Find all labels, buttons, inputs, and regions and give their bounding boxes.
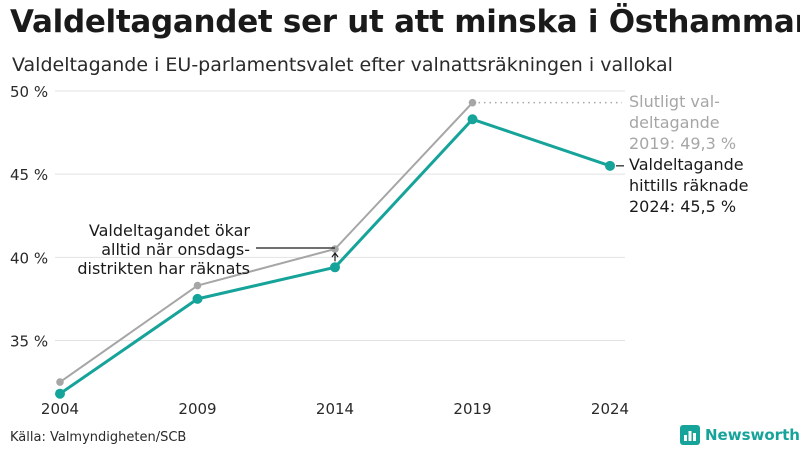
series-line-final bbox=[59, 101, 474, 383]
x-tick-label: 2009 bbox=[178, 400, 216, 418]
gap-bracket-arrow bbox=[331, 252, 339, 258]
chart-subtitle: Valdeltagande i EU-parlamentsvalet efter… bbox=[12, 54, 673, 76]
data-point-final bbox=[331, 245, 339, 253]
chart-title: Valdeltagandet ser ut att minska i Östha… bbox=[10, 4, 800, 40]
data-point-preliminary bbox=[605, 160, 615, 171]
series-points bbox=[55, 98, 615, 399]
gap-note-line: alltid när onsdags- bbox=[101, 240, 250, 259]
gap-note-line: distrikten har räknats bbox=[77, 259, 250, 278]
y-axis-labels: 35 % 40 % 45 % 50 % bbox=[10, 83, 48, 350]
final-label-line: 2019: 49,3 % bbox=[629, 134, 736, 153]
preliminary-label-line: 2024: 45,5 % bbox=[629, 197, 736, 216]
preliminary-label-line: hittills räknade bbox=[629, 176, 748, 195]
y-tick-label: 45 % bbox=[10, 166, 48, 184]
x-axis-labels: 2004 2009 2014 2019 2024 bbox=[41, 400, 629, 418]
data-point-preliminary bbox=[192, 293, 203, 304]
data-point-preliminary bbox=[467, 114, 478, 125]
grid-lines bbox=[55, 90, 625, 341]
y-tick-label: 40 % bbox=[10, 249, 48, 267]
final-label-line: deltagande bbox=[629, 113, 720, 132]
gap-note-line: Valdeltagandet ökar bbox=[89, 221, 251, 240]
x-tick-label: 2014 bbox=[316, 400, 354, 418]
x-tick-label: 2004 bbox=[41, 400, 79, 418]
brand-name: Newsworthy bbox=[705, 426, 800, 444]
final-label-line: Slutligt val- bbox=[629, 92, 720, 111]
source-note: Källa: Valmyndigheten/SCB bbox=[10, 430, 187, 445]
data-point-preliminary bbox=[330, 262, 340, 273]
brand-logo[interactable]: Newsworthy bbox=[680, 425, 800, 445]
newsworthy-logo-icon bbox=[680, 425, 700, 445]
x-tick-label: 2024 bbox=[591, 400, 629, 418]
y-tick-label: 35 % bbox=[10, 332, 48, 350]
x-tick-label: 2019 bbox=[453, 400, 491, 418]
annotations: Slutligt val-deltagande 2019: 49,3 % Valde… bbox=[77, 92, 748, 278]
data-point-preliminary bbox=[55, 388, 65, 399]
data-point-final bbox=[468, 98, 477, 107]
data-point-final bbox=[193, 281, 202, 290]
y-tick-label: 50 % bbox=[10, 83, 48, 101]
data-point-final bbox=[56, 378, 64, 386]
preliminary-label-line: Valdeltagande bbox=[629, 155, 744, 174]
